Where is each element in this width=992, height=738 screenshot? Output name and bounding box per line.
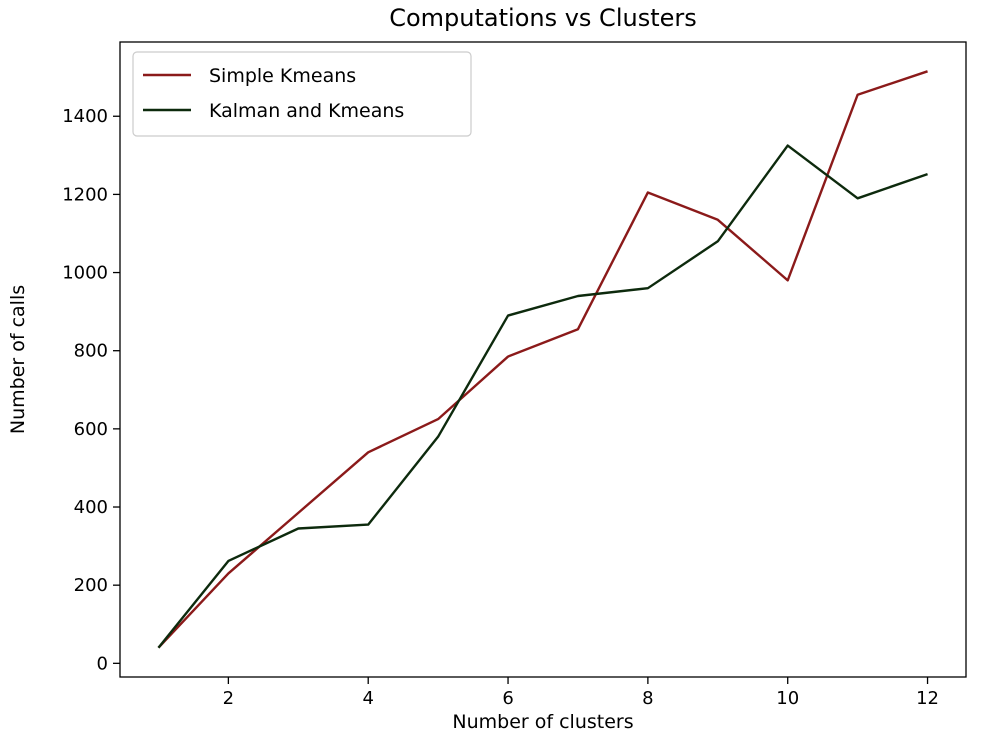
y-tick-label: 400 <box>74 497 108 518</box>
legend-box <box>132 51 472 137</box>
chart-title: Computations vs Clusters <box>389 4 697 32</box>
y-axis-label: Number of calls <box>7 285 29 434</box>
x-tick-label: 2 <box>223 688 234 709</box>
x-axis: 2 4 6 8 10 12 <box>223 677 939 709</box>
x-tick-label: 4 <box>362 688 373 709</box>
legend-label: Kalman and Kmeans <box>209 100 404 122</box>
series-lines <box>157 70 928 649</box>
x-tick-label: 10 <box>776 688 799 709</box>
plot-area <box>119 41 967 678</box>
x-tick-label: 12 <box>916 688 939 709</box>
series-line-kalman-and-kmeans <box>157 144 928 649</box>
legend: Simple Kmeans Kalman and Kmeans <box>132 51 472 137</box>
y-axis: 0 200 400 600 800 1000 1200 1400 <box>62 106 120 674</box>
y-tick-label: 200 <box>74 575 108 596</box>
x-axis-label: Number of clusters <box>452 711 633 733</box>
y-tick-label: 1200 <box>62 184 108 205</box>
x-tick-label: 6 <box>502 688 513 709</box>
y-tick-label: 800 <box>74 341 108 362</box>
y-tick-label: 1000 <box>62 263 108 284</box>
x-tick-label: 8 <box>642 688 653 709</box>
y-tick-label: 0 <box>97 653 108 674</box>
legend-label: Simple Kmeans <box>209 65 356 87</box>
y-tick-label: 1400 <box>62 106 108 127</box>
series-line-simple-kmeans <box>157 70 928 649</box>
y-tick-label: 600 <box>74 419 108 440</box>
